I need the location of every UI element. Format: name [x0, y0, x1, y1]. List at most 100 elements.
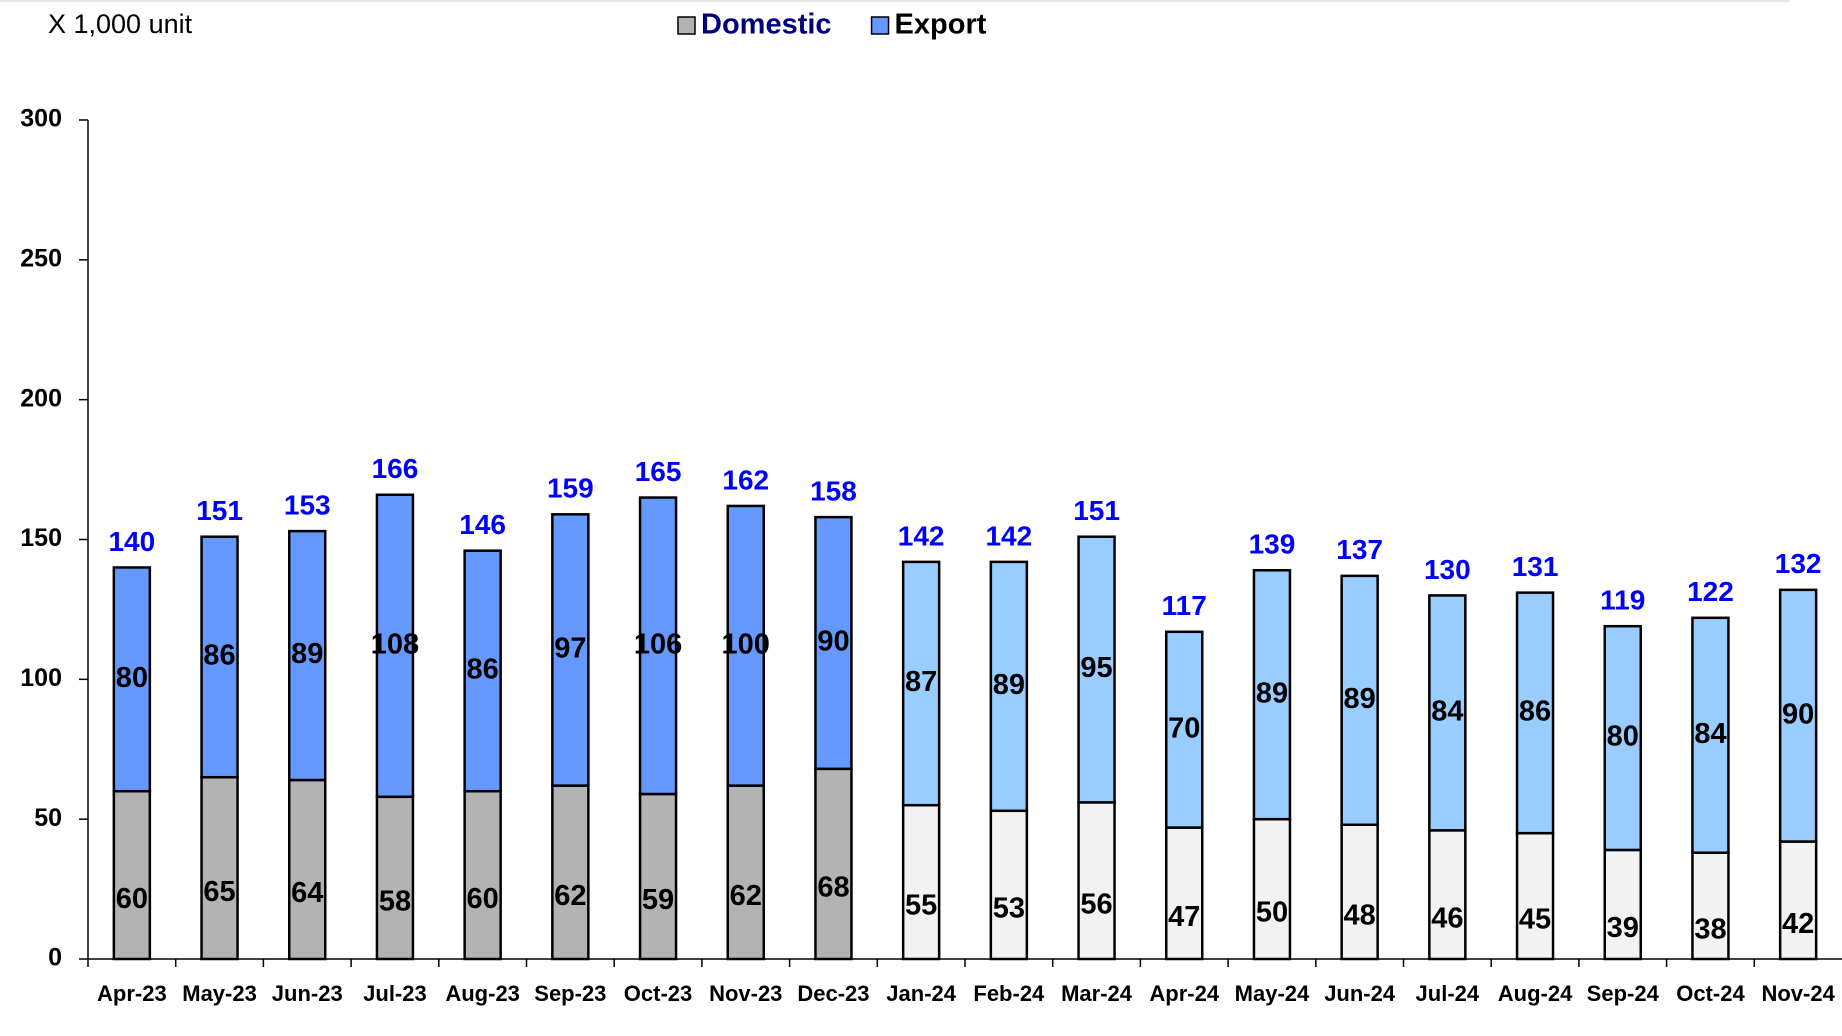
bar-segment — [901, 560, 941, 807]
value-label: 53 — [993, 893, 1025, 925]
y-tick-label: 250 — [20, 244, 62, 272]
bar-segment — [1165, 826, 1204, 961]
value-label: 58 — [379, 886, 411, 918]
value-label: 87 — [905, 666, 937, 698]
value-label: 97 — [554, 633, 586, 665]
value-label: 86 — [1519, 696, 1551, 728]
bar-segment — [551, 784, 590, 961]
x-tick-label: Aug-24 — [1498, 981, 1573, 1006]
legend-swatch — [870, 16, 890, 35]
bar-segment — [1165, 630, 1204, 829]
y-tick-label: 100 — [20, 664, 62, 692]
value-label: 48 — [1344, 900, 1376, 932]
bar-segment — [288, 778, 327, 961]
x-tick-label: Jul-24 — [1416, 981, 1480, 1006]
value-label: 50 — [1256, 897, 1288, 929]
x-tick-label: May-23 — [182, 981, 257, 1006]
legend-swatch — [677, 16, 696, 35]
total-label: 162 — [722, 464, 769, 495]
bar-segment — [551, 513, 590, 787]
value-label: 56 — [1080, 888, 1112, 920]
bar-segment — [1603, 848, 1642, 961]
value-label: 59 — [642, 884, 674, 916]
bar-segment — [112, 789, 152, 961]
x-tick-label: Apr-24 — [1149, 981, 1219, 1006]
bar-segment — [463, 549, 502, 793]
legend-label: Export — [895, 9, 987, 41]
value-label: 62 — [730, 880, 762, 912]
x-tick-label: Oct-23 — [624, 981, 692, 1006]
value-label: 84 — [1431, 696, 1463, 728]
value-label: 45 — [1519, 904, 1551, 936]
bar-segment — [1077, 801, 1116, 961]
value-label: 90 — [817, 626, 849, 658]
total-label: 146 — [459, 509, 506, 540]
x-tick-label: Sep-23 — [534, 981, 606, 1006]
value-label: 90 — [1782, 698, 1814, 730]
y-tick-label: 150 — [20, 524, 62, 552]
x-tick-label: Aug-23 — [445, 981, 520, 1006]
y-tick-label: 50 — [34, 804, 62, 832]
x-tick-label: Nov-23 — [709, 981, 782, 1006]
bar-segment — [1428, 594, 1467, 832]
value-label: 47 — [1168, 901, 1200, 933]
bar-segment — [989, 560, 1029, 813]
total-label: 151 — [1073, 495, 1120, 526]
total-label: 137 — [1336, 534, 1383, 565]
value-label: 95 — [1080, 652, 1112, 684]
bar-segment — [200, 775, 239, 961]
value-label: 46 — [1431, 902, 1463, 934]
bar-segment — [1603, 624, 1642, 852]
total-label: 119 — [1600, 585, 1645, 616]
total-label: 158 — [810, 476, 857, 507]
total-label: 131 — [1512, 551, 1559, 582]
bar-segment — [375, 493, 415, 799]
value-label: 86 — [203, 640, 235, 672]
x-tick-label: Oct-24 — [1676, 981, 1745, 1006]
bar-segment — [638, 792, 678, 961]
unit-label: X 1,000 unit — [48, 9, 193, 39]
x-tick-label: Mar-24 — [1061, 981, 1133, 1006]
bar-segment — [375, 795, 415, 961]
bar-segment — [1515, 591, 1555, 835]
total-label: 165 — [635, 456, 682, 487]
x-tick-label: Jan-24 — [886, 981, 956, 1006]
x-tick-label: Nov-24 — [1761, 981, 1835, 1006]
total-label: 132 — [1775, 548, 1822, 579]
total-label: 142 — [898, 520, 945, 551]
bar-segment — [1252, 569, 1292, 821]
total-label: 153 — [284, 490, 331, 521]
total-label: 130 — [1424, 554, 1471, 585]
bar-segment — [112, 566, 152, 793]
bar-segment — [288, 529, 327, 782]
bar-segment — [1778, 588, 1818, 843]
bar-segment — [638, 496, 678, 796]
legend-label: Domestic — [701, 9, 832, 41]
bar-segment — [814, 515, 853, 771]
bar-segment — [1252, 817, 1292, 961]
x-tick-label: Jun-24 — [1324, 981, 1396, 1006]
x-tick-label: Feb-24 — [973, 981, 1045, 1006]
bar-segment — [901, 803, 941, 961]
bar-segment — [1515, 831, 1555, 961]
bar-segment — [200, 535, 239, 779]
bar-segment — [463, 789, 502, 961]
value-label: 100 — [722, 628, 770, 660]
x-tick-label: Dec-23 — [797, 981, 869, 1006]
total-label: 140 — [108, 526, 155, 557]
value-label: 64 — [291, 877, 323, 909]
value-label: 89 — [993, 669, 1025, 701]
total-label: 159 — [547, 473, 594, 504]
bar-segment — [1778, 840, 1818, 961]
x-tick-label: Jul-23 — [363, 981, 427, 1006]
value-label: 65 — [203, 876, 235, 908]
bar-segment — [1691, 616, 1730, 854]
total-label: 142 — [985, 520, 1032, 551]
value-label: 86 — [467, 654, 499, 686]
total-label: 139 — [1249, 529, 1296, 560]
bar-segment — [814, 767, 853, 961]
value-label: 84 — [1694, 718, 1726, 750]
bar-segment — [1340, 823, 1379, 961]
value-label: 42 — [1782, 908, 1814, 940]
